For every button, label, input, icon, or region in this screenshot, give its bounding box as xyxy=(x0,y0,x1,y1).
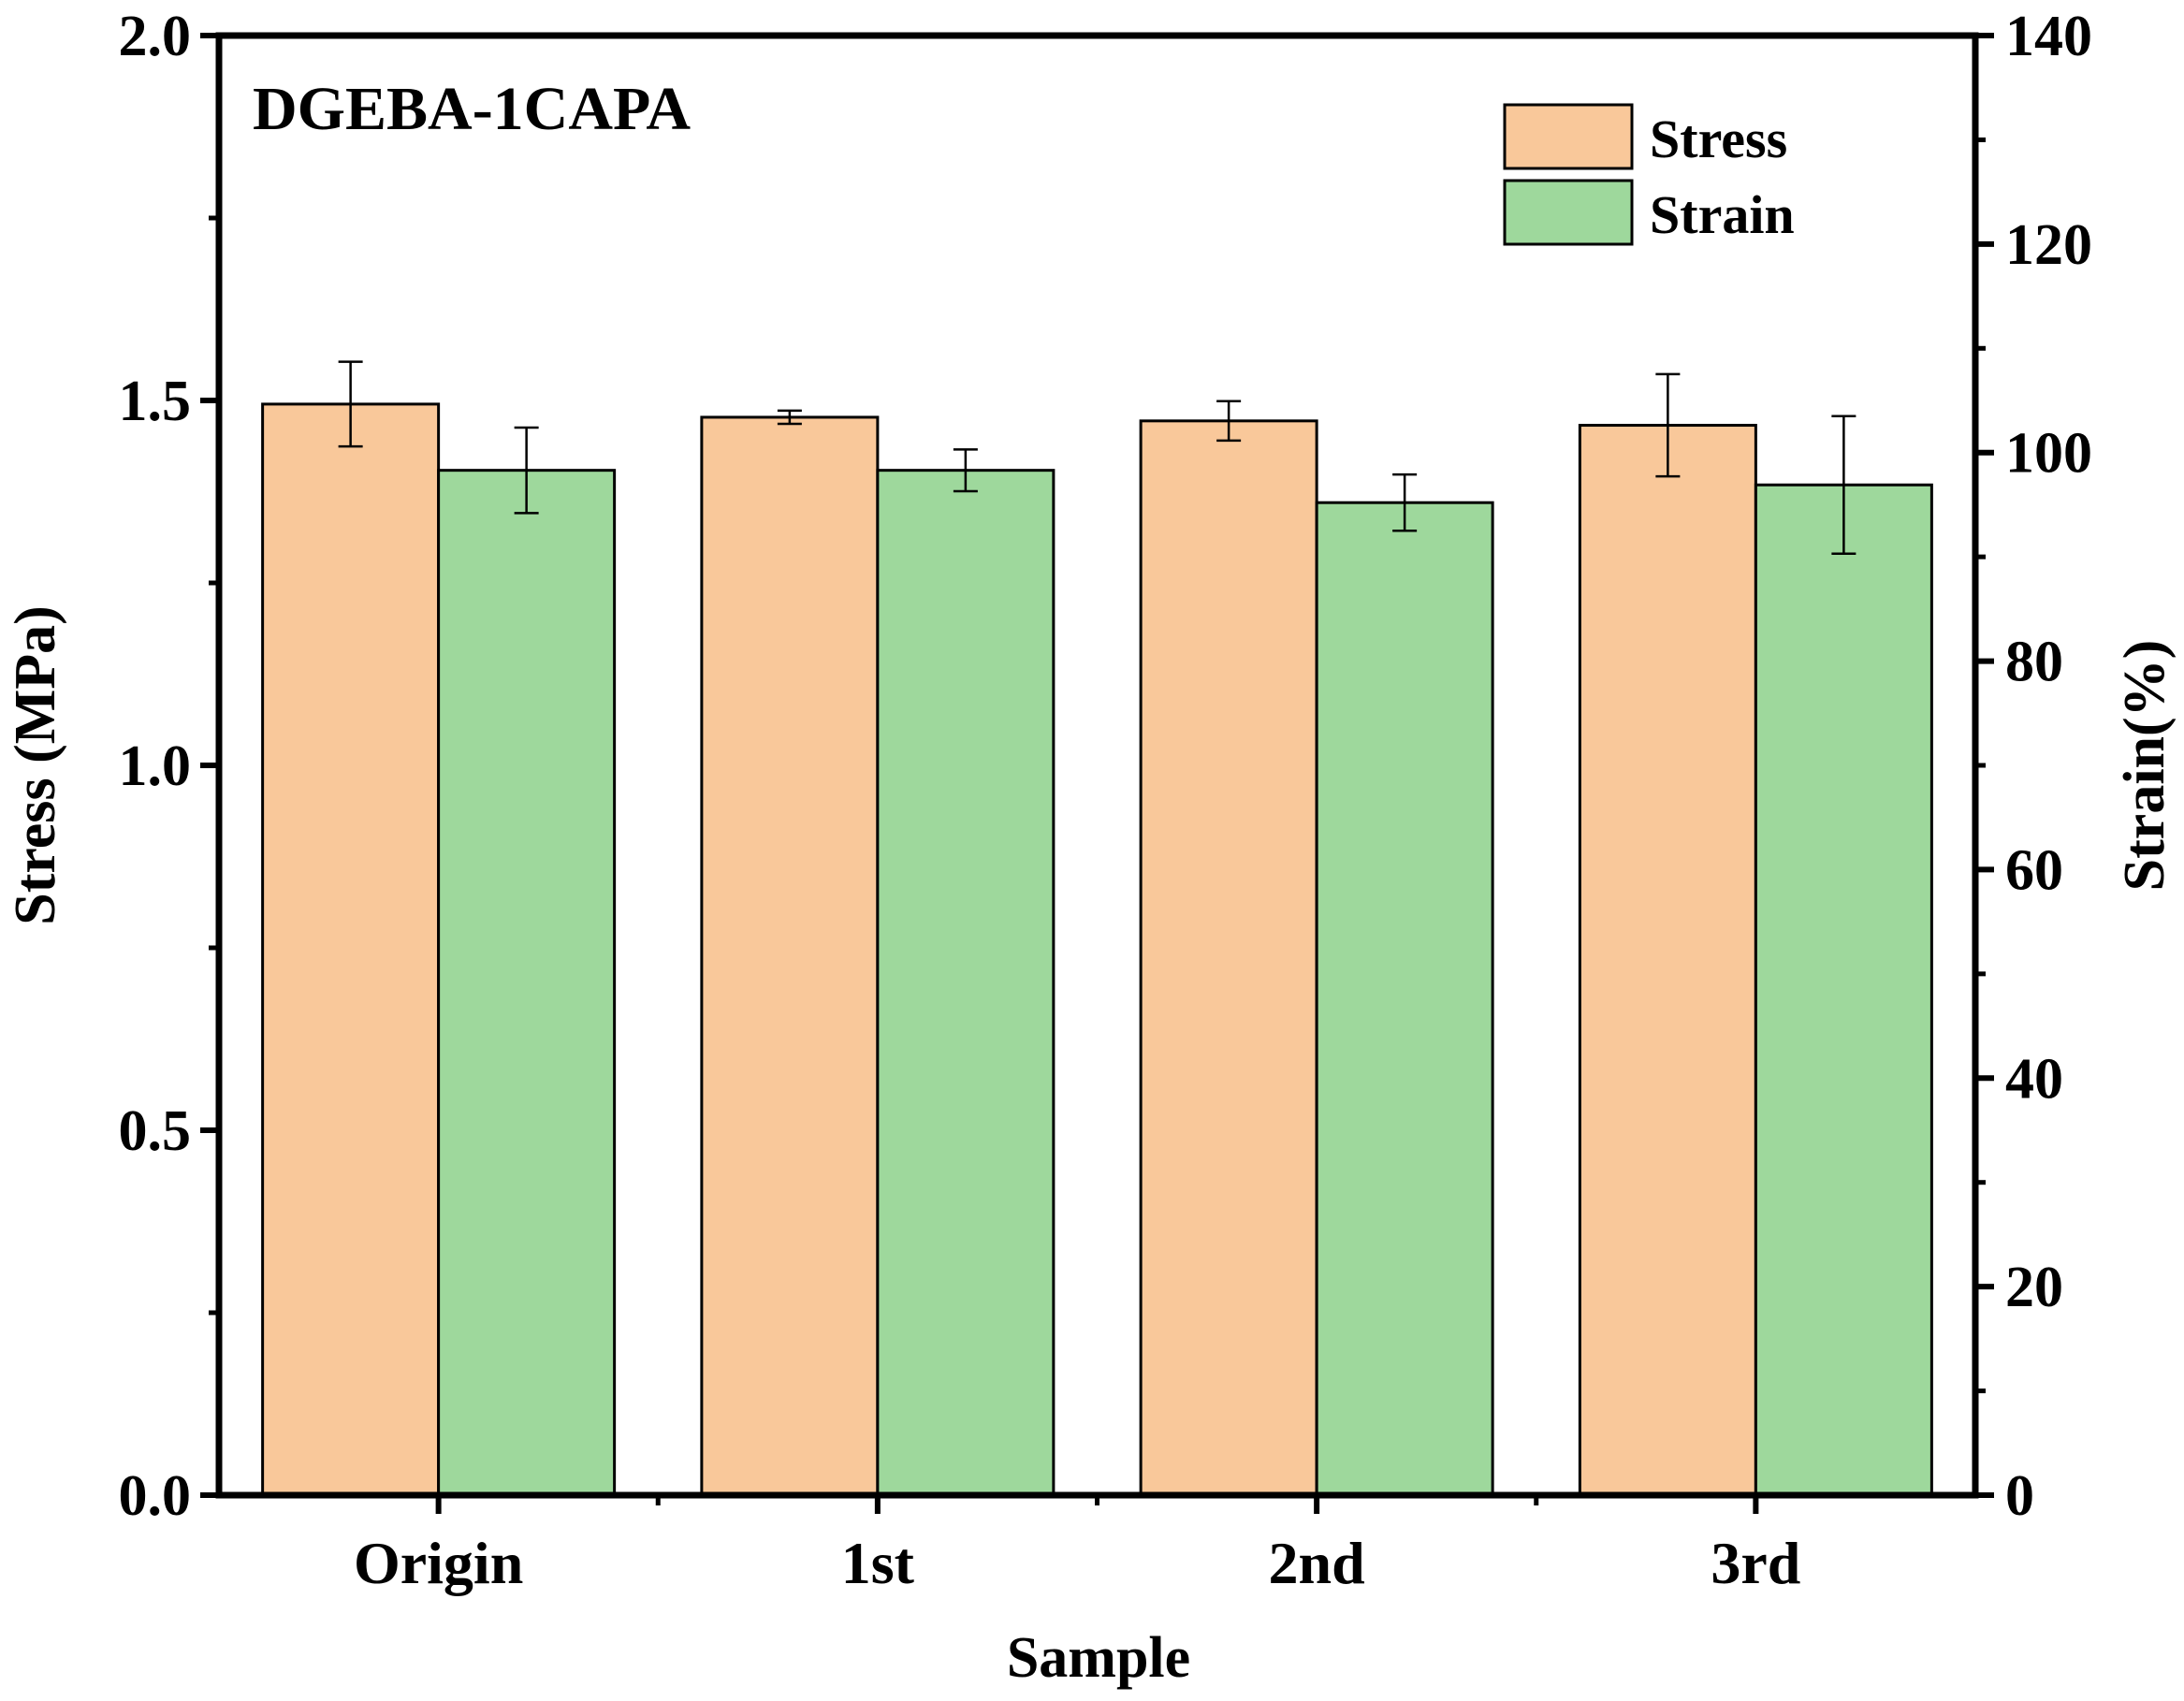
legend-swatch-strain xyxy=(1503,179,1634,246)
bar-stress-3 xyxy=(1578,424,1757,1497)
legend-label-strain: Strain xyxy=(1650,184,1795,245)
y-tick-label-1: 0.5 xyxy=(119,1099,192,1163)
chart-title: DGEBA-1CAPA xyxy=(253,75,691,143)
x-tick-label-2: 2nd xyxy=(1269,1530,1365,1596)
y2-tick-label-3: 60 xyxy=(2005,838,2063,902)
plot-frame xyxy=(215,32,1979,1499)
legend: Stress Strain xyxy=(1503,103,1795,246)
bar-strain-0 xyxy=(437,469,617,1497)
y-tick-label-2: 1.0 xyxy=(119,734,192,798)
y2-tick-label-2: 40 xyxy=(2005,1047,2063,1111)
legend-label-stress: Stress xyxy=(1650,109,1787,169)
x-tick-label-0: Origin xyxy=(354,1530,523,1596)
bar-stress-1 xyxy=(700,415,880,1497)
x-tick-label-3: 3rd xyxy=(1711,1530,1800,1596)
bar-stress-2 xyxy=(1139,419,1318,1497)
y2-tick-label-6: 120 xyxy=(2005,213,2092,277)
bar-strain-2 xyxy=(1315,501,1494,1497)
y-axis-label: Stress (MPa) xyxy=(4,605,67,924)
y2-axis-label: Strain(%) xyxy=(2113,640,2177,892)
x-axis-label: Sample xyxy=(1007,1626,1190,1690)
y2-tick-label-4: 80 xyxy=(2005,631,2063,694)
bar-stress-0 xyxy=(261,402,441,1497)
legend-swatch-stress xyxy=(1503,103,1634,170)
y2-tick-label-5: 100 xyxy=(2005,422,2092,486)
bar-strain-1 xyxy=(876,469,1056,1497)
y2-tick-label-0: 0 xyxy=(2005,1464,2034,1528)
bar-strain-3 xyxy=(1754,483,1933,1497)
y-tick-label-4: 2.0 xyxy=(119,5,192,68)
y2-tick-label-7: 140 xyxy=(2005,5,2092,68)
y-tick-label-3: 1.5 xyxy=(119,370,192,433)
y-tick-label-0: 0.0 xyxy=(119,1464,192,1528)
x-tick-label-1: 1st xyxy=(841,1530,915,1596)
y2-tick-label-1: 20 xyxy=(2005,1256,2063,1319)
